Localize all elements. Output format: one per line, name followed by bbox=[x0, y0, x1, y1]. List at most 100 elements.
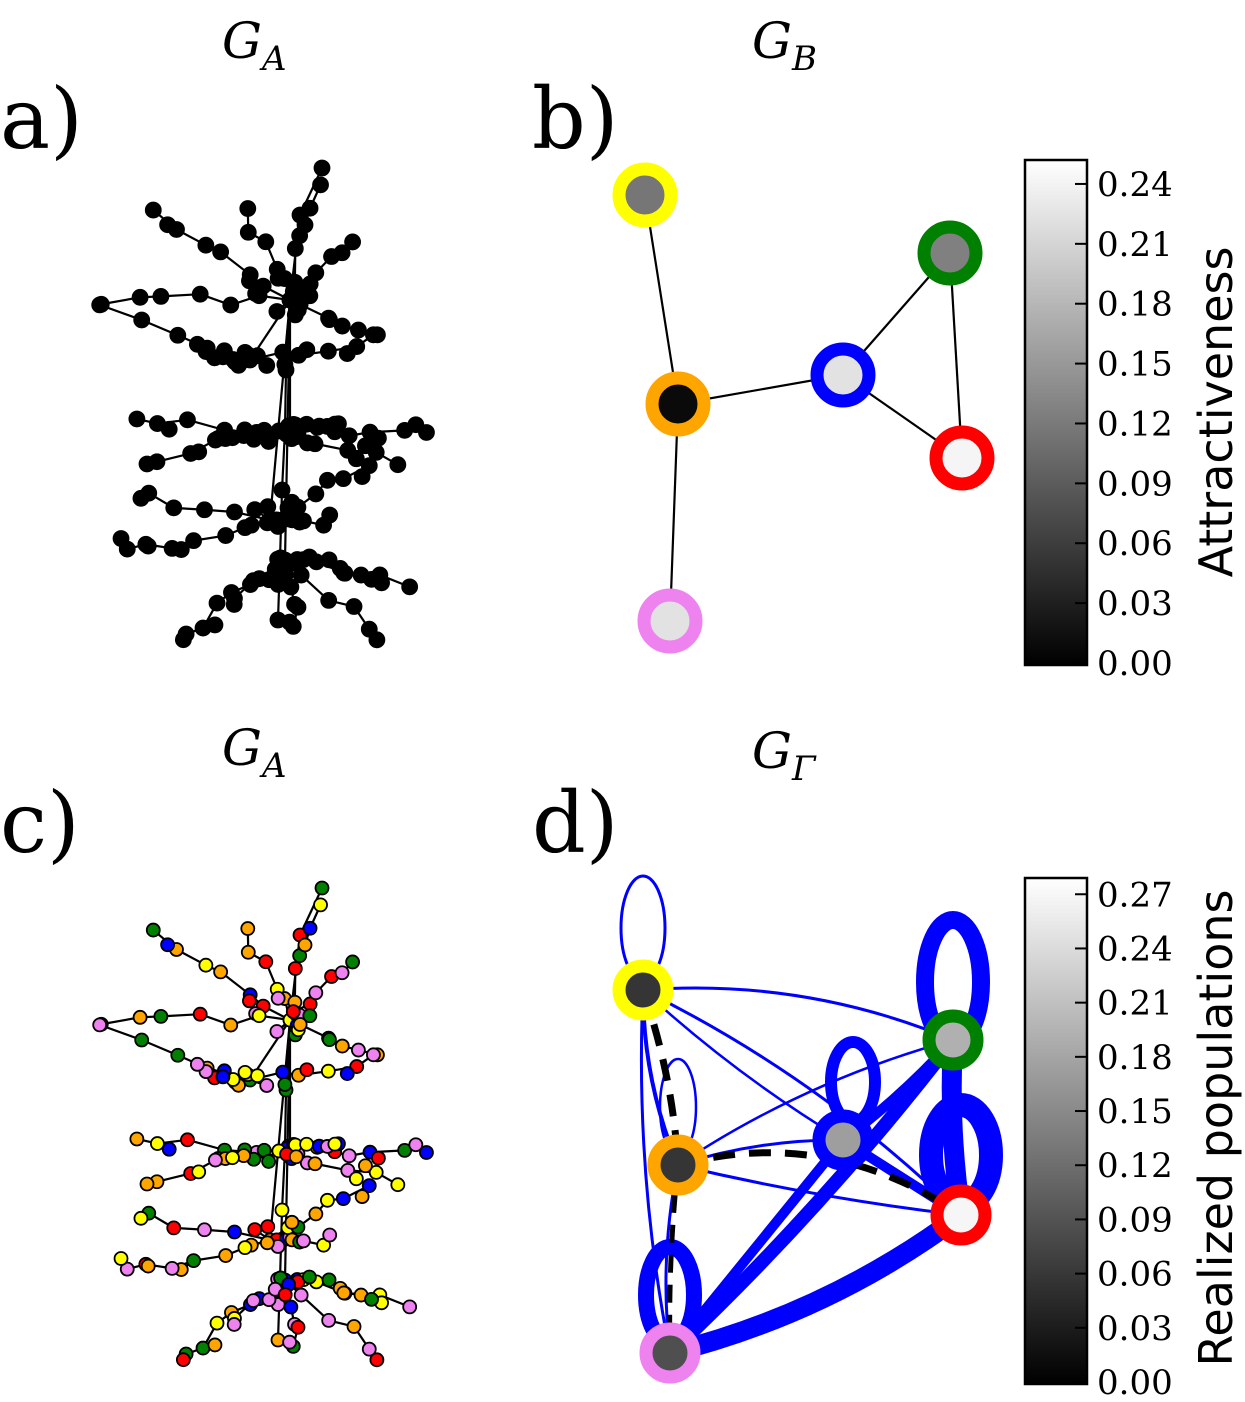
panel-a-node bbox=[239, 223, 257, 241]
panel-c-node bbox=[290, 1319, 306, 1335]
panel-a-node bbox=[152, 288, 170, 305]
panel-c-node bbox=[302, 920, 318, 936]
panel-c-node bbox=[308, 985, 324, 1001]
panel-c-node bbox=[327, 1136, 343, 1152]
panel-c-node bbox=[140, 1258, 156, 1274]
panel-a-node bbox=[289, 598, 307, 616]
panel-a-node bbox=[160, 420, 178, 438]
panel-a-node bbox=[300, 548, 318, 566]
panel-a-node bbox=[282, 578, 300, 596]
panel-d-flow-yellow-pink bbox=[639, 988, 672, 1355]
panel-c-node bbox=[283, 1299, 299, 1315]
panel-c-node bbox=[368, 1165, 384, 1180]
colorbar-d-tick-label: 0.24 bbox=[1097, 929, 1173, 969]
panel-c-node bbox=[297, 937, 313, 953]
panel-a-node bbox=[401, 578, 419, 596]
panel-c-node bbox=[251, 1008, 267, 1024]
panel-c-node bbox=[242, 993, 257, 1009]
panel-c-node bbox=[350, 1042, 366, 1058]
panel-c-node bbox=[245, 1293, 261, 1309]
panel-a-node bbox=[244, 572, 262, 590]
panel-b-node-red bbox=[929, 425, 995, 491]
panel-c-node bbox=[340, 1162, 356, 1178]
panel-c-node bbox=[270, 990, 286, 1006]
panel-c-node bbox=[296, 1233, 311, 1249]
panel-c-node bbox=[358, 1158, 373, 1174]
panel-a-node bbox=[418, 424, 435, 441]
panel-c-edge bbox=[268, 1019, 292, 1241]
panel-c-node bbox=[207, 1337, 223, 1353]
panel-a-node bbox=[340, 427, 358, 445]
panel-b-edge-green-red bbox=[948, 252, 964, 459]
colorbar-d-tick-label: 0.27 bbox=[1097, 875, 1173, 915]
panel-c-node bbox=[166, 1220, 182, 1236]
panel-a-node bbox=[225, 596, 243, 613]
panel-c-node bbox=[164, 1260, 180, 1276]
panel-c-node bbox=[145, 922, 161, 938]
panel-a-node bbox=[283, 493, 301, 511]
panel-a-node bbox=[226, 503, 243, 521]
panel-a-node bbox=[185, 532, 202, 550]
panel-c-node bbox=[284, 1214, 300, 1230]
panel-c-node bbox=[322, 1032, 337, 1048]
panel-c-node bbox=[369, 1352, 385, 1368]
panel-d-flow-pink-red bbox=[660, 1205, 971, 1363]
panel-c-node bbox=[361, 1178, 377, 1194]
panel-a-network bbox=[91, 159, 435, 649]
panel-c-node bbox=[402, 1299, 418, 1315]
panel-a-node bbox=[133, 311, 151, 329]
colorbar-d-tick-label: 0.18 bbox=[1097, 1038, 1173, 1078]
panel-a-node bbox=[258, 514, 276, 532]
panel-c-node bbox=[192, 1006, 208, 1022]
panel-a-node bbox=[163, 539, 181, 557]
colorbar-d-label: Realized populations bbox=[1189, 890, 1243, 1367]
panel-c-node bbox=[258, 954, 274, 970]
panel-c-node bbox=[301, 1269, 317, 1285]
panel-c-node bbox=[345, 954, 360, 970]
panel-a-node bbox=[319, 471, 336, 489]
panel-a-node bbox=[169, 326, 187, 344]
panel-c-node bbox=[277, 1077, 293, 1092]
panel-a-node bbox=[214, 348, 232, 366]
panel-a-node bbox=[191, 285, 209, 303]
panel-c-node bbox=[308, 1206, 324, 1222]
panel-a-edge bbox=[268, 299, 292, 521]
panel-d-title: GΓ bbox=[752, 722, 817, 789]
panel-a-node bbox=[144, 201, 162, 219]
colorbar-attractiveness: 0.00 0.03 0.06 0.09 0.12 0.15 0.18 0.21 0.24 Att… bbox=[1023, 158, 1243, 684]
colorbar-realized-populations: 0.00 0.03 0.06 0.09 0.12 0.15 0.18 0.21 0.24 0.27… bbox=[1023, 875, 1243, 1402]
panel-a-node bbox=[197, 236, 215, 254]
panel-c-node bbox=[208, 1152, 223, 1168]
panel-a-node bbox=[363, 570, 380, 588]
panel-a-node bbox=[292, 566, 310, 584]
panel-a-node bbox=[236, 343, 254, 361]
panel-c-node bbox=[189, 1056, 205, 1072]
panel-c-node bbox=[195, 1340, 211, 1356]
panel-c-node bbox=[339, 1066, 355, 1081]
panel-d-node-yellow bbox=[612, 959, 674, 1021]
panel-a-node bbox=[91, 296, 109, 314]
panel-a-node bbox=[334, 470, 352, 488]
panel-a-node bbox=[338, 345, 356, 362]
panel-a-node bbox=[321, 311, 338, 329]
panel-a-node bbox=[333, 244, 351, 262]
panel-c-node bbox=[134, 1032, 150, 1048]
panel-a-node bbox=[287, 428, 305, 446]
panel-a-node bbox=[320, 591, 338, 609]
panel-c-node bbox=[92, 1017, 108, 1033]
panel-a-node bbox=[241, 272, 258, 290]
panel-c-node bbox=[348, 1171, 364, 1187]
panel-a-node bbox=[250, 287, 268, 305]
panel-c-node bbox=[237, 1064, 253, 1080]
panel-c-node bbox=[119, 1261, 135, 1277]
panel-d-flow-orange-green bbox=[676, 1038, 955, 1167]
panel-c-node bbox=[269, 1024, 285, 1039]
panel-c-node bbox=[175, 1352, 191, 1368]
panel-a-node bbox=[301, 199, 319, 217]
colorbar-b-tick-label: 0.24 bbox=[1097, 165, 1173, 205]
panel-a-node bbox=[174, 631, 192, 649]
colorbar-d-tick-label: 0.06 bbox=[1097, 1255, 1173, 1295]
panel-a-node bbox=[139, 537, 157, 555]
panel-c-node bbox=[223, 1017, 239, 1033]
panel-c-node bbox=[218, 1248, 234, 1263]
